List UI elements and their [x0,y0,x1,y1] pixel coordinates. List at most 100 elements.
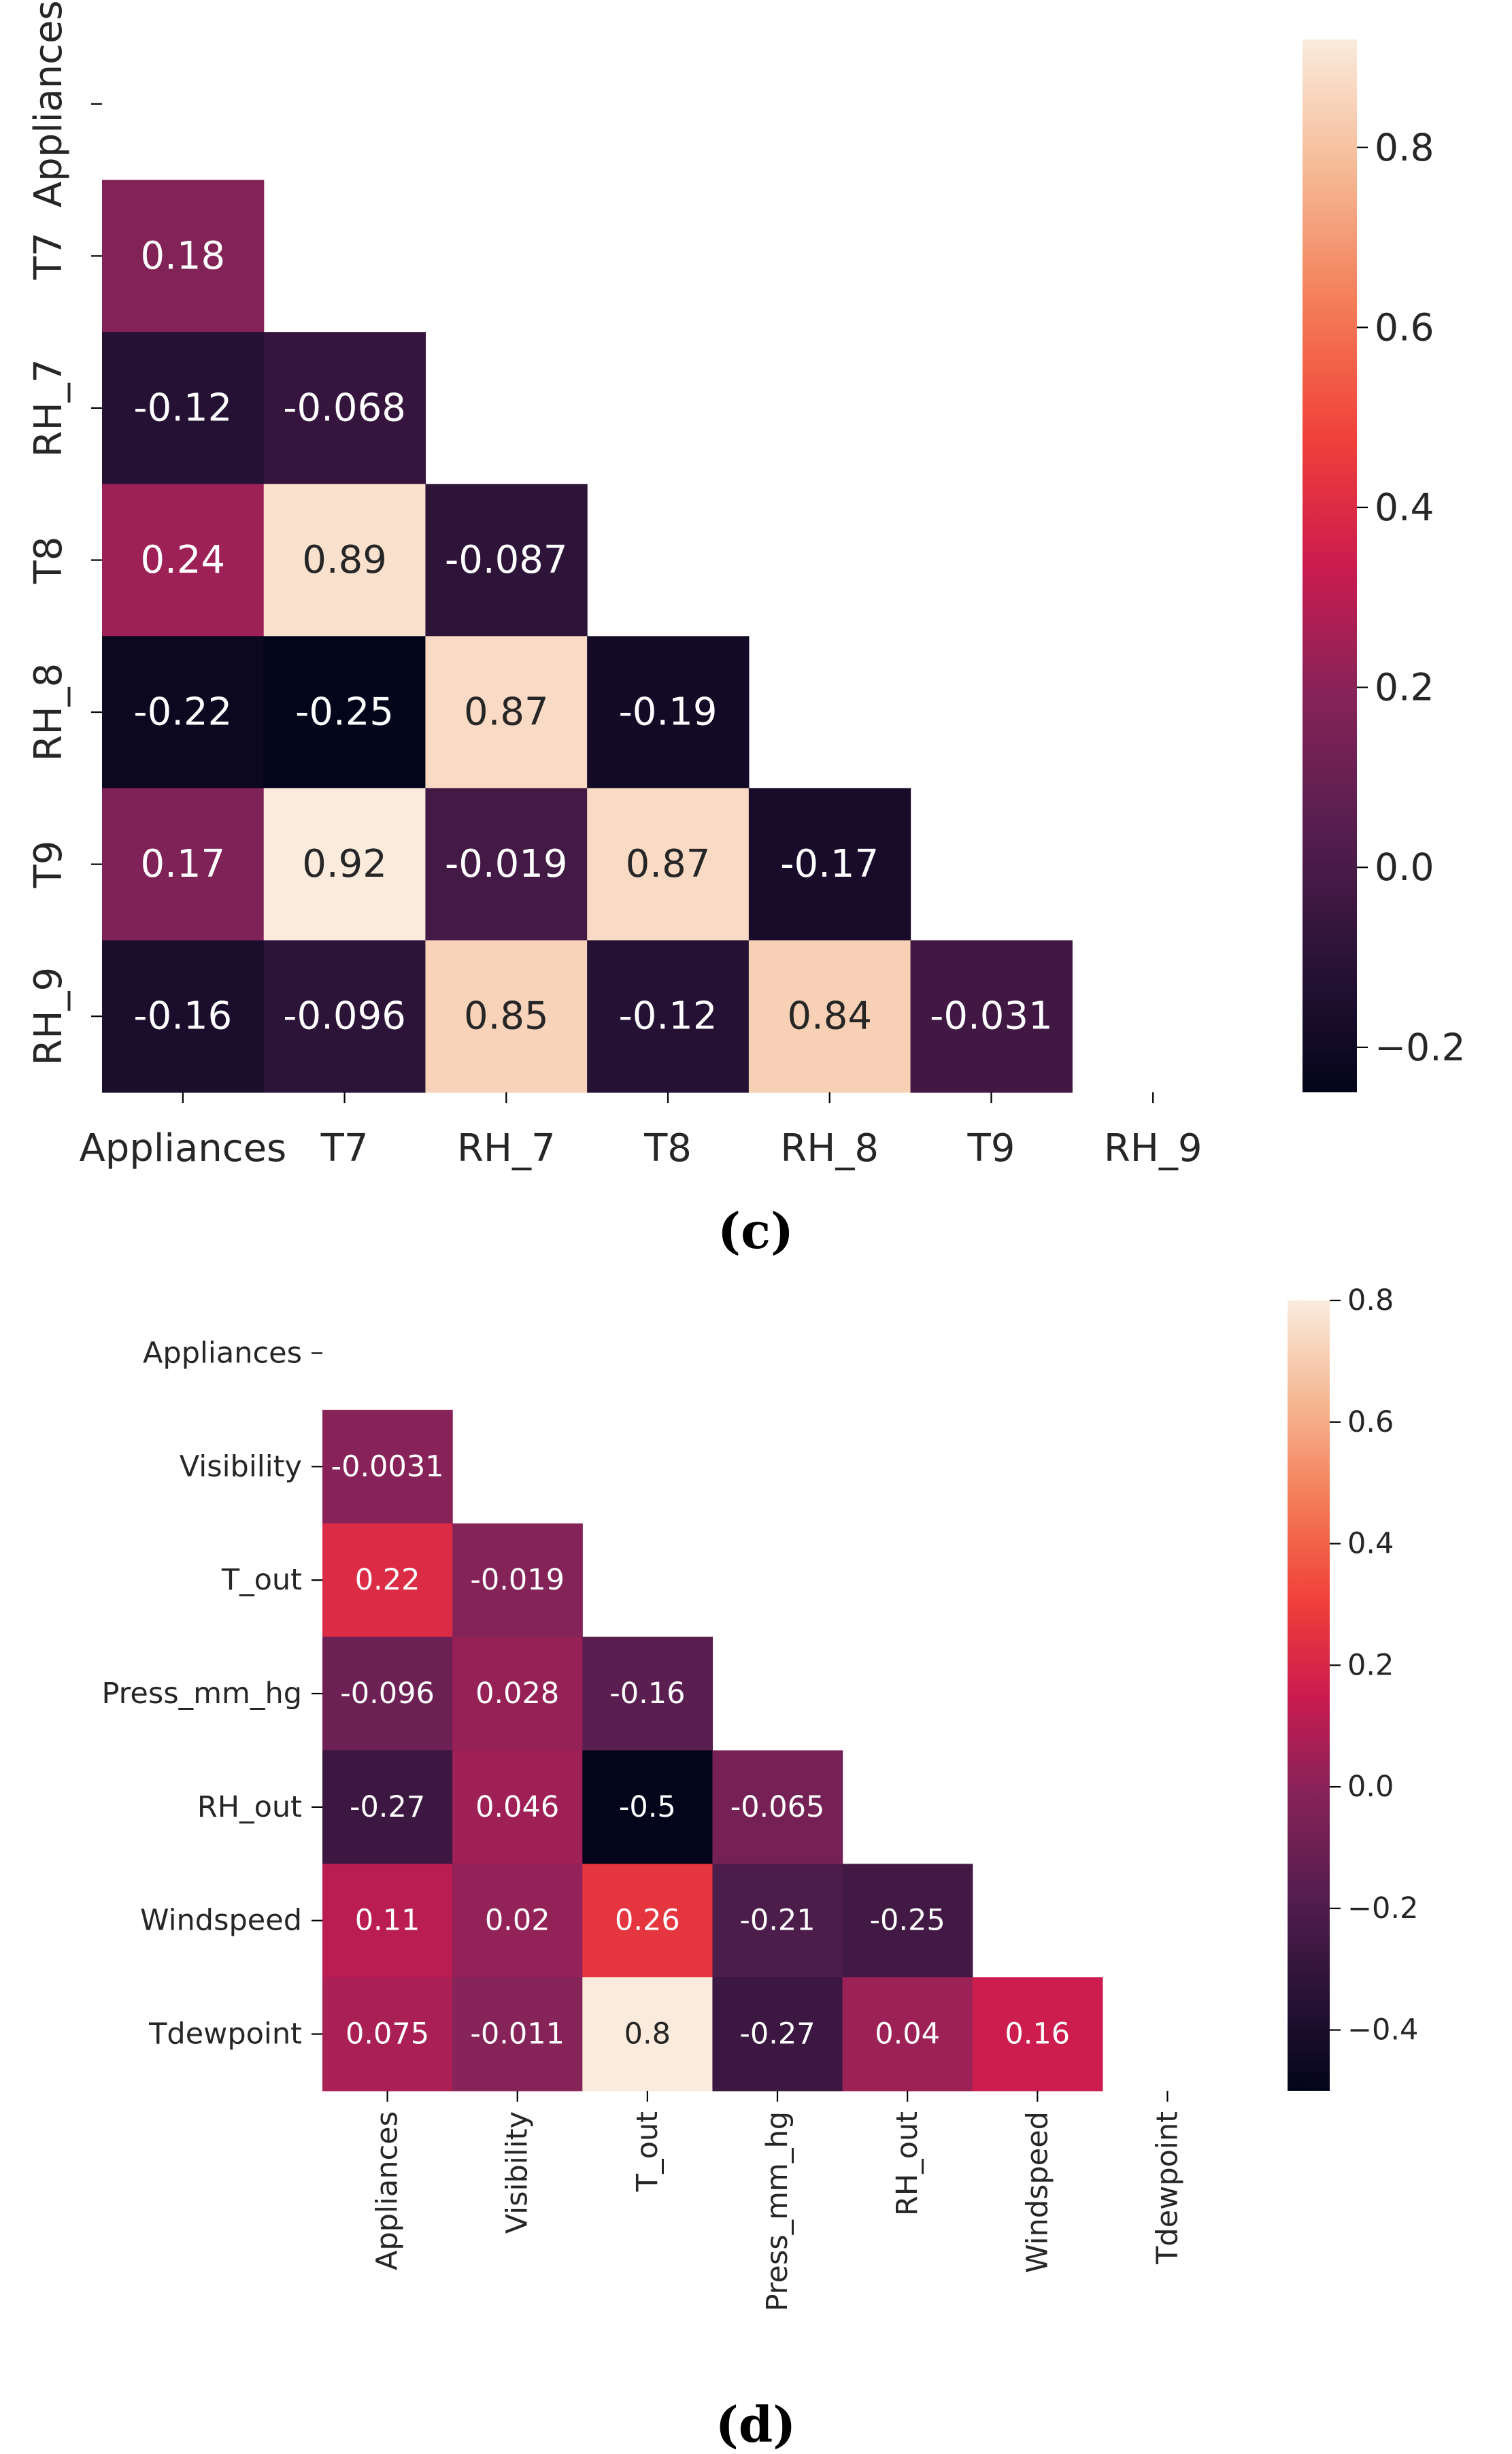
panel-d-y-tick-label: T_out [221,1563,302,1597]
panel-c-cell-T9-RH_8 [748,788,911,941]
panel-d-cell-Tdewpoint-T_out [582,1977,713,2091]
panel-d-cell-label: -0.27 [350,1790,425,1824]
panel-c-cell-RH_9-T9 [910,940,1073,1093]
panel-d-colorbar-tick-label: −0.4 [1347,2013,1418,2047]
panel-d-colorbar-tick-label: 0.0 [1347,1770,1394,1804]
panel-d-cell-label: 0.16 [1005,2017,1070,2051]
panel-c-colorbar-tick-label: 0.2 [1375,666,1434,709]
panel-d-x-tick-label: Press_mm_hg [760,2111,794,2312]
panel-d-cell-RH_out-Visibility [452,1750,583,1864]
panel-c-y-tick-label: T8 [27,537,71,585]
panel-c-cell-label: -0.12 [133,386,232,430]
panel-d-colorbar-tick-label: 0.8 [1347,1283,1394,1317]
panel-c-cell-label: -0.087 [445,538,568,582]
panel-d-cell-RH_out-Appliances [322,1750,453,1864]
panel-d-x-tick-label: T_out [631,2111,665,2192]
panel-c-cell-label: 0.87 [626,842,711,886]
panel-c-y-tick-label: RH_8 [27,663,71,762]
panel-c-cell-T7-Appliances [102,180,265,333]
panel-c-y-tick-label: RH_9 [27,967,71,1066]
panel-d-colorbar-tick-label: 0.4 [1347,1527,1394,1561]
panel-d-cell-Tdewpoint-Visibility [452,1977,583,2091]
panel-c-cell-label: 0.87 [464,690,549,735]
panel-c-cell-label: -0.22 [133,690,232,735]
panel-d-colorbar-tick-label: 0.6 [1347,1405,1394,1439]
panel-c-x-tick-label: RH_7 [457,1126,556,1171]
panel-c-cell-label: -0.12 [619,994,718,1039]
panel-c-cell-RH_8-Appliances [102,636,265,789]
panel-d-cell-label: -0.27 [739,2017,815,2051]
panel-d-colorbar-tick-label: −0.2 [1347,1892,1418,1926]
panel-c-cell-RH_8-T8 [587,636,750,789]
panel-d-cell-label: -0.019 [470,1563,565,1597]
panel-c-colorbar-tick-label: 0.0 [1375,845,1434,889]
panel-c-cell-T8-T7 [263,484,426,637]
panel-c-cell-T8-RH_7 [425,484,588,637]
panel-d-y-tick-label: Press_mm_hg [102,1677,303,1711]
panel-c-colorbar-tick-label: −0.2 [1375,1026,1466,1069]
panel-c-x-tick-label: T8 [643,1126,692,1171]
panel-d-x-tick-label: Tdewpoint [1150,2111,1184,2265]
panel-d-cell-label: -0.5 [619,1790,676,1824]
panel-c-cell-T9-RH_7 [425,788,588,941]
panel-c-cell-T8-Appliances [102,484,265,637]
panel-c-cell-T9-T8 [587,788,750,941]
panel-d-cell-Windspeed-RH_out [842,1864,973,1978]
panel-c-cell-label: -0.17 [780,842,879,886]
panel-d-cell-label: -0.0031 [331,1449,444,1483]
panel-c-x-tick-label: T9 [967,1126,1015,1171]
panel-d-cell-Windspeed-T_out [582,1864,713,1978]
panel-d-cell-Visibility-Appliances [322,1409,453,1524]
panel-d-colorbar-tick-label: 0.2 [1347,1648,1394,1682]
panel-d-cell-Tdewpoint-RH_out [842,1977,973,2091]
panel-d-cell-Windspeed-Visibility [452,1864,583,1978]
panel-c-y-tick-label: T7 [27,232,71,280]
panel-d-cell-label: -0.096 [340,1677,435,1711]
panel-c-cell-label: 0.85 [464,994,549,1039]
panel-c-cell-label: 0.17 [141,842,226,886]
panel-c-cell-label: 0.89 [302,538,387,582]
panel-c-x-tick-label: RH_9 [1104,1126,1203,1171]
panel-d-cell-Windspeed-Appliances [322,1864,453,1978]
panel-c-cell-label: 0.92 [302,842,387,886]
panel-c-cell-label: 0.84 [787,994,872,1039]
panel-c-cell-RH_9-RH_8 [748,940,911,1093]
panel-d-cell-label: -0.21 [739,1904,815,1938]
panel-c-cell-label: -0.16 [133,994,232,1039]
panel-c-cell-RH_8-T7 [263,636,426,789]
panel-c-cell-RH_9-T7 [263,940,426,1093]
panel-d-cell-label: 0.02 [485,1904,550,1938]
panel-c-cell-label: -0.19 [619,690,718,735]
panel-c-y-tick-label: RH_7 [27,359,71,458]
panel-c-cell-T9-T7 [263,788,426,941]
panel-c-x-tick-label: Appliances [79,1126,286,1171]
panel-c-cell-RH_9-Appliances [102,940,265,1093]
panel-d-x-tick-label: Windspeed [1020,2111,1054,2273]
panel-d-y-tick-label: Windspeed [140,1904,302,1938]
panel-c-cell-T9-Appliances [102,788,265,941]
panel-d-cell-label: 0.04 [875,2017,940,2051]
panel-d-x-tick-label: Appliances [371,2111,405,2270]
panel-c-cell-label: -0.031 [930,994,1053,1039]
panel-d-panel-label: (d) [716,2396,796,2453]
heatmap-panel-c: 0.18 -0.12 -0.068 0.24 0.89 -0.087 -0.22 -0.25 0… [27,0,1466,1260]
panel-c-y-tick-label: T9 [27,841,71,889]
panel-d-cell-label: -0.25 [870,1904,945,1938]
panel-d-cell-label: -0.011 [470,2017,565,2051]
panel-c-colorbar-tick-label: 0.6 [1375,305,1434,349]
panel-d-cell-Tdewpoint-Windspeed [972,1977,1103,2091]
panel-c-y-tick-label: Appliances [27,0,71,207]
panel-d-cell-label: -0.16 [609,1677,685,1711]
panel-d-cell-Tdewpoint-Appliances [322,1977,453,2091]
panel-d-cell-RH_out-T_out [582,1750,713,1864]
panel-d-cell-label: 0.11 [355,1904,420,1938]
panel-d-cell-label: 0.046 [475,1790,559,1824]
panel-c-colorbar-tick-label: 0.4 [1375,486,1434,529]
panel-c-x-tick-label: RH_8 [780,1126,879,1171]
panel-c-cell-RH_8-RH_7 [425,636,588,789]
panel-c-colorbar [1303,39,1357,1092]
panel-d-cell-T_out-Appliances [322,1523,453,1638]
panel-c-cell-RH_7-T7 [263,332,426,485]
panel-c-colorbar-tick-label: 0.8 [1375,126,1434,169]
